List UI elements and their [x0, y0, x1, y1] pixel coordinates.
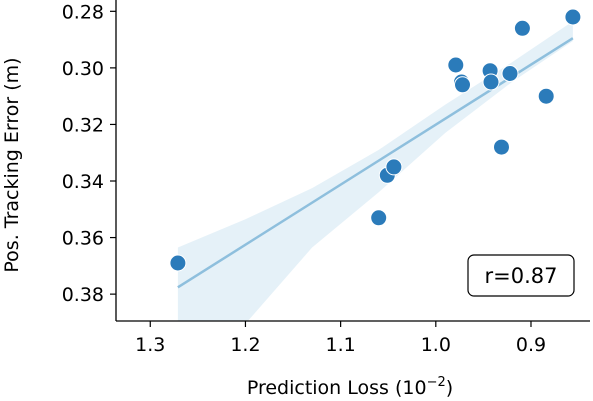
data-points [169, 8, 582, 272]
data-point-14 [564, 8, 582, 26]
y-axis-ticks: 0.28 0.30 0.32 0.34 0.36 0.38 [62, 1, 116, 306]
data-point-11 [501, 65, 519, 82]
data-point-12 [513, 19, 531, 37]
x-tick-label: 0.9 [516, 334, 546, 356]
data-point-9 [482, 73, 500, 91]
x-axis-ticks: 1.3 1.2 1.1 1.0 0.9 [135, 321, 546, 356]
data-point-7 [454, 76, 471, 94]
data-point-13 [537, 87, 555, 105]
x-tick-label: 1.2 [230, 334, 260, 356]
x-axis-label-close: ) [446, 377, 453, 399]
y-tick-label: 0.38 [62, 284, 104, 306]
y-tick-label: 0.34 [62, 171, 104, 193]
y-axis-label: Pos. Tracking Error (m) [1, 57, 23, 272]
confidence-band [177, 21, 573, 321]
x-tick-label: 1.0 [421, 334, 451, 356]
data-point-5 [447, 56, 465, 74]
annotation-box [467, 254, 575, 297]
x-tick-label: 1.1 [326, 334, 356, 356]
data-point-10 [493, 138, 510, 156]
data-point-2 [370, 209, 388, 227]
data-point-1 [169, 254, 187, 272]
y-tick-label: 0.28 [62, 1, 104, 23]
x-axis-label-exponent: −2 [427, 375, 446, 390]
y-tick-label: 0.32 [62, 114, 104, 136]
correlation-annotation: r=0.87 [467, 254, 575, 297]
y-tick-label: 0.36 [62, 228, 104, 250]
x-axis-label: Prediction Loss (10−2) [247, 375, 453, 399]
y-tick-label: 0.30 [62, 58, 104, 80]
x-tick-label: 1.3 [135, 334, 165, 356]
data-point-4 [385, 158, 403, 176]
plot-area [169, 8, 582, 321]
annotation-text: r=0.87 [485, 264, 558, 288]
